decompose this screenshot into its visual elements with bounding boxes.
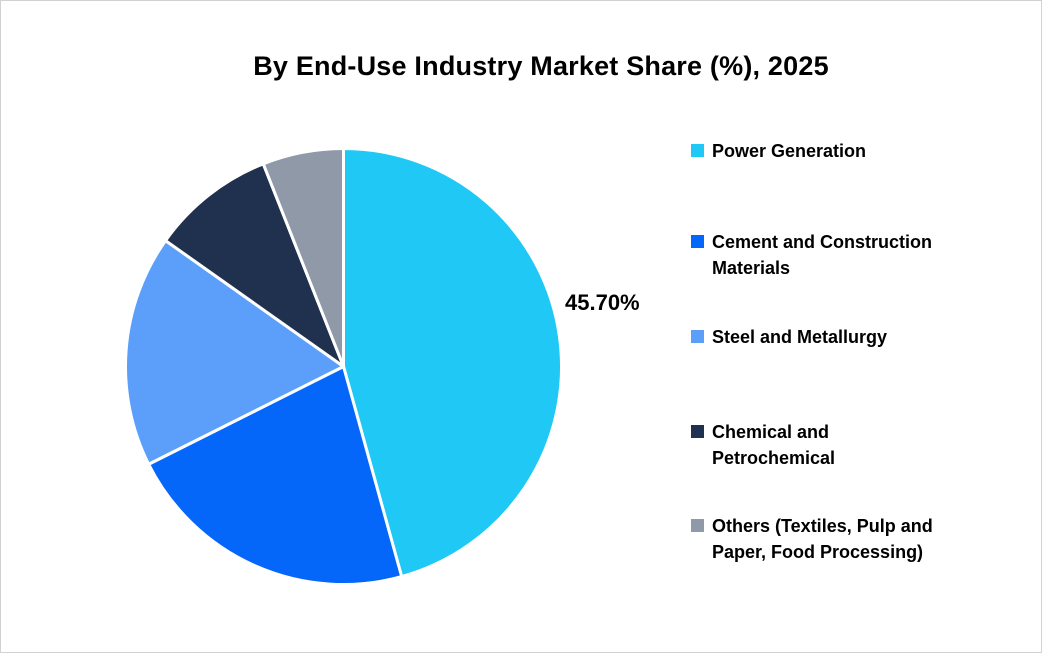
legend-label: Steel and Metallurgy xyxy=(712,327,888,347)
legend-label: Others (Textiles, Pulp and Paper, Food Pr… xyxy=(712,516,933,562)
legend-label: Power Generation xyxy=(712,141,867,161)
legend-swatch-icon xyxy=(691,144,704,157)
legend-item-3: Chemical and Petrochemical xyxy=(691,419,835,471)
legend-swatch-icon xyxy=(691,425,704,438)
pie-slice-2 xyxy=(124,239,345,466)
legend-item-2: Steel and Metallurgy xyxy=(691,324,887,350)
pie-slice-1 xyxy=(147,365,404,586)
legend-item-1: Cement and Construction Materials xyxy=(691,229,932,281)
legend-label: Cement and Construction Materials xyxy=(712,232,933,278)
legend-swatch-icon xyxy=(691,519,704,532)
legend-swatch-icon xyxy=(691,235,704,248)
legend-swatch-icon xyxy=(691,330,704,343)
pie-chart xyxy=(124,147,563,586)
pie-slice-4 xyxy=(261,147,345,368)
pie-slice-0 xyxy=(342,147,563,579)
pie-data-label: 45.70% xyxy=(565,290,640,315)
legend-item-0: Power Generation xyxy=(691,138,866,164)
pie-slice-3 xyxy=(164,162,345,368)
legend-label: Chemical and Petrochemical xyxy=(712,422,836,468)
legend: Power Generation Cement and Construction M… xyxy=(691,1,1021,652)
legend-item-4: Others (Textiles, Pulp and Paper, Food Pr… xyxy=(691,513,933,565)
chart-title: By End-Use Industry Market Share (%), 20… xyxy=(253,51,829,81)
